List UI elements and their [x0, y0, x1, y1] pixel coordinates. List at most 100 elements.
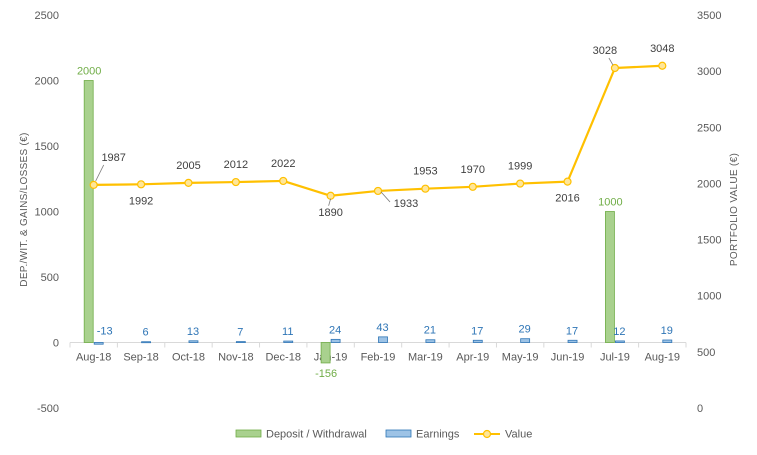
legend: Deposit / Withdrawal Earnings Value	[235, 429, 532, 441]
category-tick-label: Jan-19	[314, 352, 348, 364]
left-tick-label: 2500	[35, 10, 59, 22]
left-axis-ticks: -500 0 500 1000 1500 2000 2500	[35, 10, 59, 415]
earnings-data-label: 21	[424, 325, 436, 337]
value-data-label: 1933	[394, 198, 418, 210]
value-point	[516, 179, 525, 188]
value-data-label: 1970	[461, 164, 485, 176]
category-tick-label: Oct-18	[172, 352, 205, 364]
earnings-bar	[188, 340, 199, 343]
earnings-data-label: 13	[187, 326, 199, 338]
right-tick-label: 3500	[697, 10, 721, 22]
value-line	[93, 64, 663, 197]
category-tick-label: Feb-19	[361, 352, 396, 364]
earnings-data-label: 11	[282, 326, 293, 338]
left-tick-label: 500	[41, 272, 59, 284]
earnings-data-label: 19	[661, 325, 673, 337]
category-tick-label: Aug-18	[76, 352, 111, 364]
right-tick-label: 500	[697, 347, 715, 359]
right-tick-label: 1000	[697, 291, 721, 303]
earnings-data-label: 7	[237, 327, 243, 339]
left-tick-label: 1000	[35, 207, 59, 219]
earnings-bar	[520, 338, 531, 343]
deposit-data-label: 2000	[77, 66, 101, 78]
category-tick-label: Aug-19	[645, 352, 680, 364]
left-tick-label: 2000	[35, 76, 59, 88]
value-point	[373, 186, 383, 196]
value-data-label: 2005	[176, 160, 200, 172]
category-tick-label: Mar-19	[408, 352, 443, 364]
value-data-label: 2016	[555, 193, 579, 205]
value-line-series	[89, 61, 667, 200]
earnings-data-label: 6	[143, 327, 149, 339]
category-tick-label: Jul-19	[600, 352, 630, 364]
right-tick-label: 0	[697, 403, 703, 415]
value-point	[231, 177, 240, 187]
left-tick-label: 1500	[35, 141, 59, 153]
earnings-data-label: 43	[376, 322, 388, 334]
category-tick-label: Dec-18	[265, 352, 300, 364]
earnings-bar	[425, 339, 436, 343]
legend-label-value: Value	[505, 429, 532, 441]
legend-label-earnings: Earnings	[416, 429, 460, 441]
data-labels: 2000 -156 1000 -13 6 13 7 11 24 43 21 17 29 17 12 19 198…	[77, 43, 675, 380]
right-tick-label: 2000	[697, 178, 721, 190]
value-data-label: 2012	[224, 159, 248, 171]
value-data-label: 1953	[413, 166, 437, 178]
earnings-bar	[567, 339, 578, 343]
earnings-data-label: 17	[566, 325, 578, 337]
right-tick-label: 1500	[697, 235, 721, 247]
right-axis-ticks: 0 500 1000 1500 2000 2500 3000 3500	[697, 10, 721, 415]
legend-label-deposit: Deposit / Withdrawal	[266, 429, 367, 441]
category-tick-label: Nov-18	[218, 352, 253, 364]
left-tick-label: -500	[37, 403, 59, 415]
earnings-bars	[93, 336, 673, 345]
earnings-bar	[141, 341, 151, 344]
earnings-bar	[235, 341, 246, 343]
earnings-bar	[662, 339, 673, 343]
value-point	[610, 63, 620, 73]
deposit-bar	[320, 342, 331, 364]
earnings-data-label: -13	[97, 326, 113, 338]
earnings-data-label: 24	[329, 324, 341, 336]
earnings-data-label: 29	[519, 324, 531, 336]
earnings-bar	[93, 342, 104, 345]
legend-swatch-earnings	[385, 429, 412, 438]
value-point	[468, 182, 477, 191]
deposit-bar	[605, 211, 615, 343]
earnings-data-label: 17	[471, 325, 483, 337]
category-tick-label: May-19	[502, 352, 539, 364]
value-point	[184, 178, 193, 187]
value-point	[658, 61, 667, 70]
value-point	[279, 176, 288, 186]
deposit-bars	[83, 80, 615, 364]
value-label-leader	[95, 164, 105, 182]
value-point	[563, 177, 572, 186]
left-tick-label: 0	[53, 338, 59, 350]
value-data-label: 3048	[650, 43, 674, 55]
right-tick-label: 2500	[697, 122, 721, 134]
value-label-leader	[608, 57, 614, 66]
value-label-leader	[380, 191, 391, 203]
earnings-data-label: 12	[613, 326, 625, 338]
value-point	[136, 180, 146, 189]
category-tick-label: Jun-19	[551, 352, 585, 364]
deposit-data-label: -156	[315, 368, 337, 380]
legend-swatch-deposit	[235, 429, 262, 438]
value-data-label: 1890	[318, 207, 342, 219]
earnings-bar	[283, 340, 294, 343]
legend-marker-value	[482, 429, 492, 439]
value-point	[326, 191, 335, 200]
value-data-label: 2022	[271, 158, 295, 170]
deposit-data-label: 1000	[598, 197, 622, 209]
category-tick-label: Apr-19	[456, 352, 489, 364]
category-tick-label: Sep-18	[123, 352, 158, 364]
earnings-bar	[378, 336, 388, 343]
right-axis-title: PORTFOLIO VALUE (€)	[729, 153, 740, 266]
value-data-label: 3028	[593, 45, 617, 57]
value-data-label: 1999	[508, 161, 532, 173]
value-data-label: 1992	[129, 195, 153, 207]
earnings-bar	[330, 338, 341, 343]
category-axis-ticks: Aug-18 Sep-18 Oct-18 Nov-18 Dec-18 Jan-19 Feb-…	[69, 342, 687, 364]
